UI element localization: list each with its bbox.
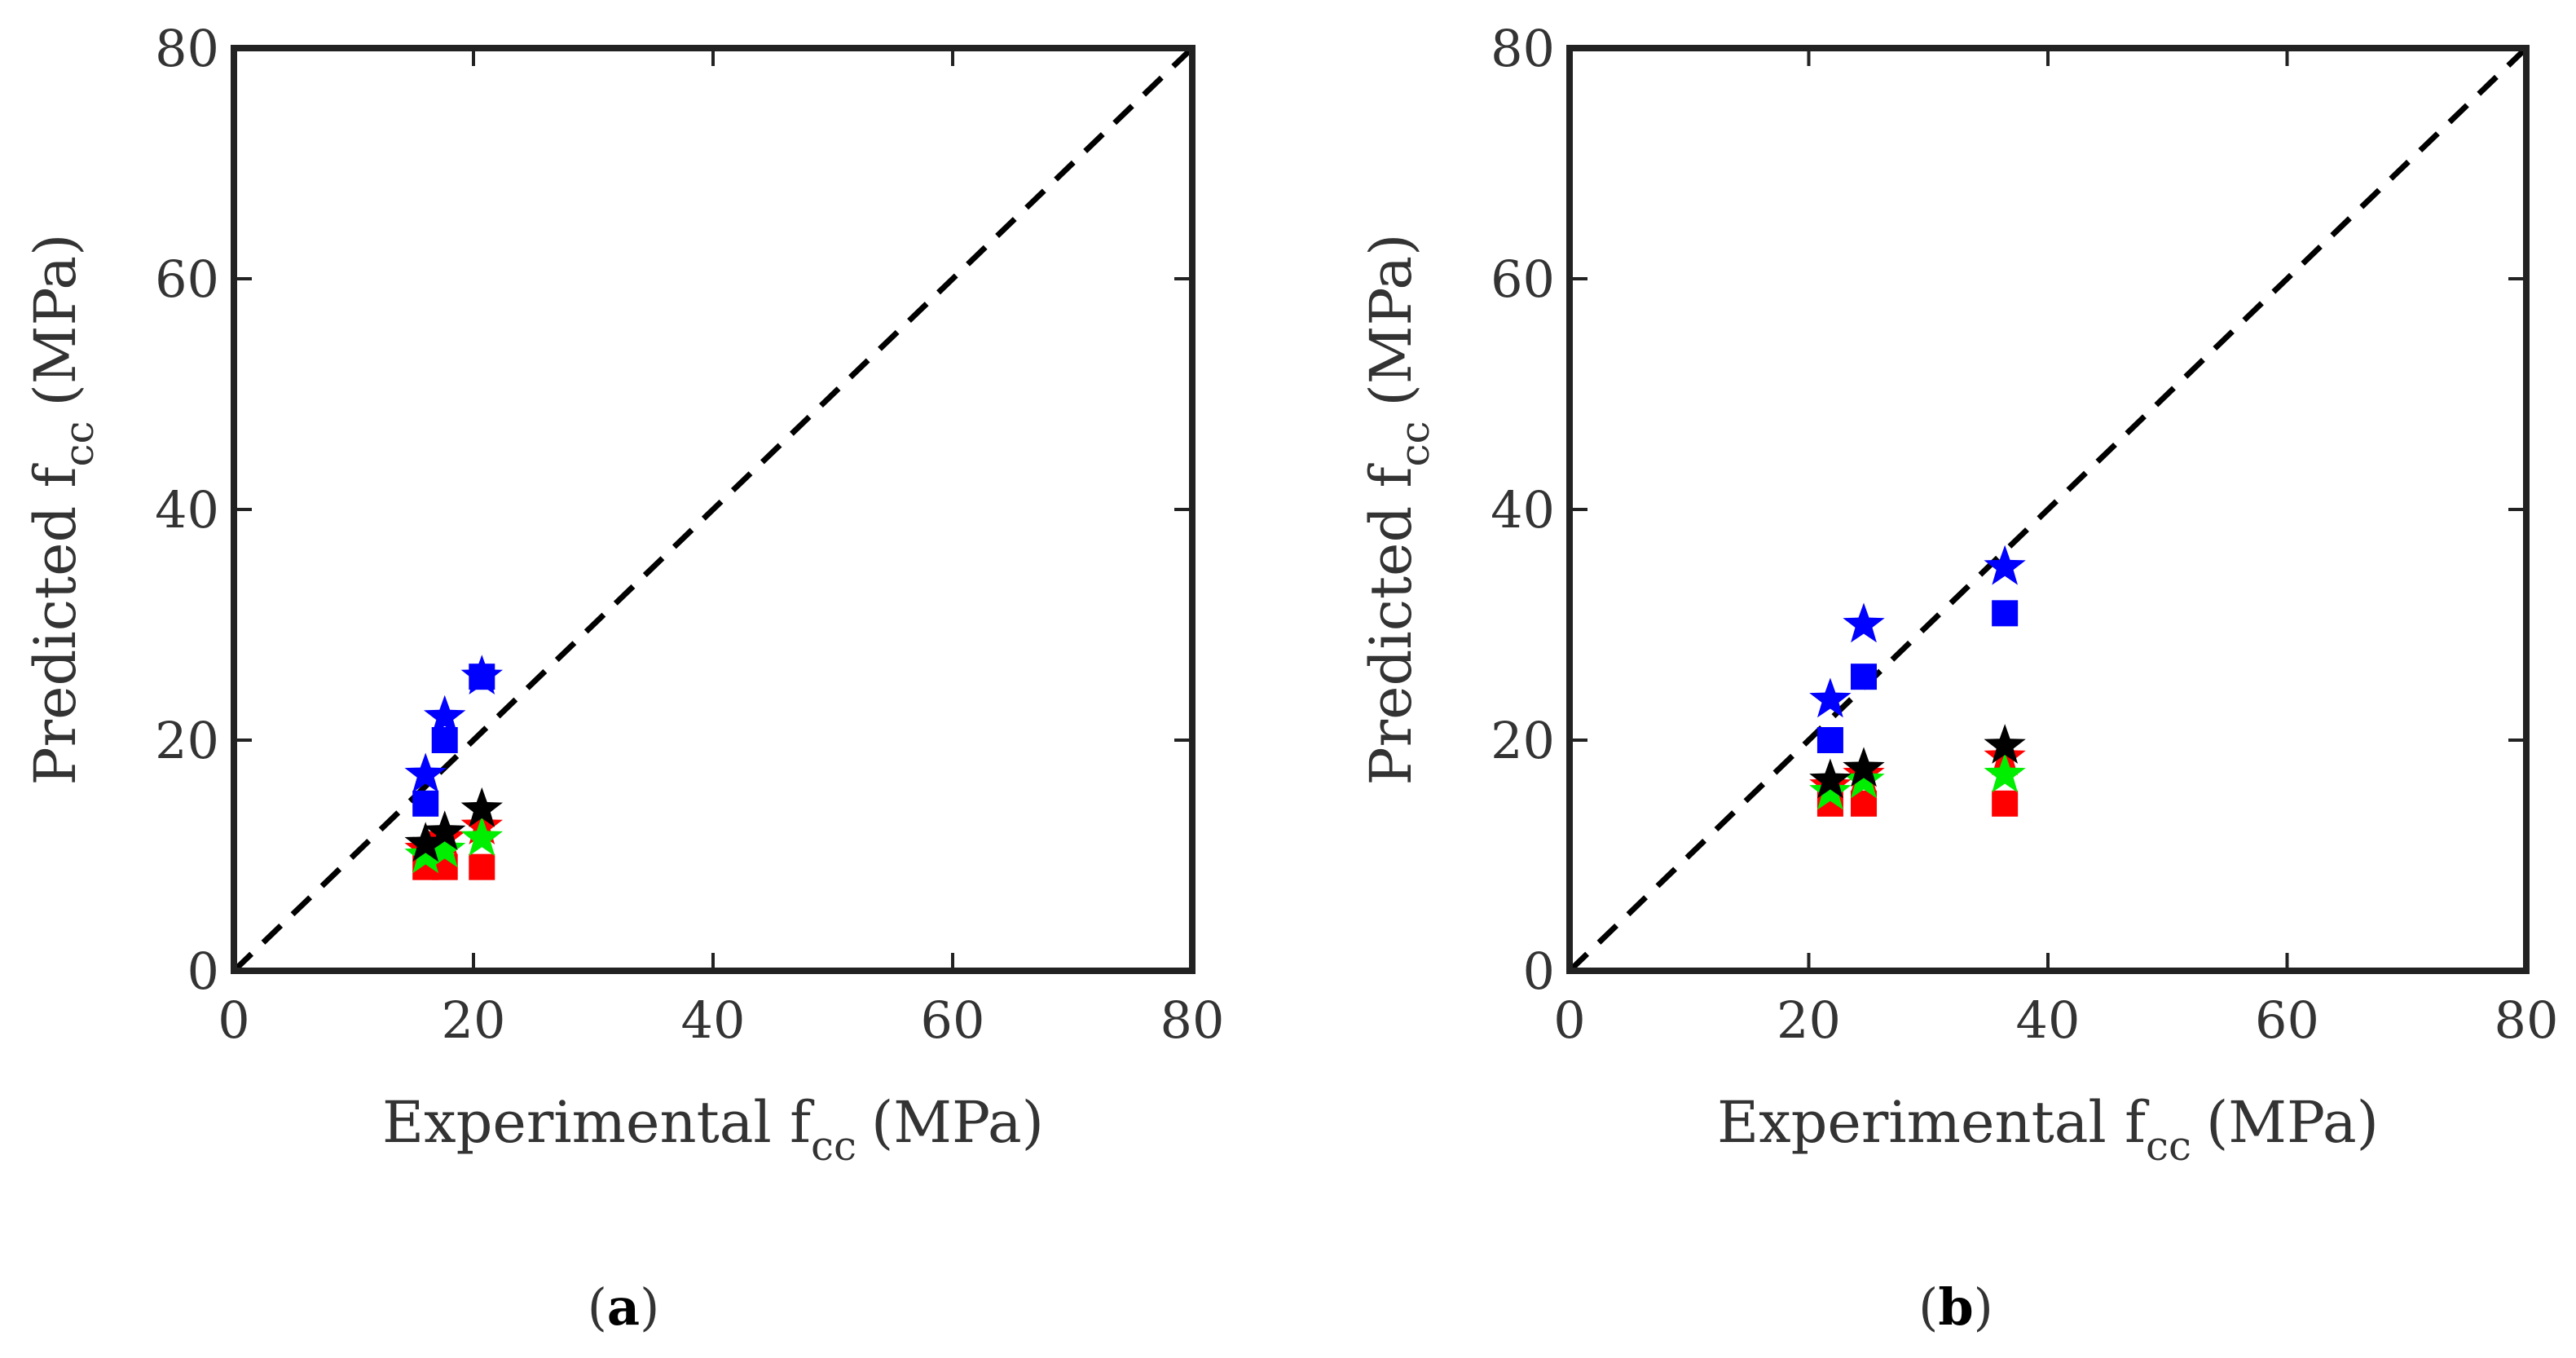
star-marker bbox=[460, 655, 503, 694]
square-marker bbox=[1816, 727, 1843, 753]
y-axis-label-subscript: cc bbox=[1391, 421, 1438, 467]
x-tick-label: 0 bbox=[218, 990, 249, 1050]
star-marker bbox=[1984, 545, 2026, 585]
y-axis-label: Predicted fcc (MPa) bbox=[22, 234, 103, 786]
x-axis-label-unit: (MPa) bbox=[871, 1089, 1044, 1156]
axes-frame bbox=[1566, 45, 2530, 974]
star-marker bbox=[1843, 758, 1885, 799]
x-axis-label-main: Experimental f bbox=[382, 1089, 815, 1156]
x-axis-label-unit: (MPa) bbox=[2206, 1089, 2379, 1156]
caption-open-paren: ( bbox=[588, 1277, 607, 1337]
y-axis-label-unit: (MPa) bbox=[22, 234, 89, 407]
y-tick-label: 0 bbox=[1523, 941, 1555, 1001]
star-marker bbox=[424, 694, 466, 735]
y-tick-label: 80 bbox=[1491, 19, 1555, 78]
star-marker bbox=[1843, 747, 1885, 787]
x-axis-label-subscript: cc bbox=[2146, 1122, 2191, 1170]
y-tick-label: 40 bbox=[155, 480, 219, 540]
y-tick-label: 40 bbox=[1491, 480, 1555, 540]
axes-frame bbox=[231, 45, 1196, 974]
square-marker bbox=[412, 790, 439, 817]
star-marker bbox=[460, 787, 503, 827]
y-tick-label: 60 bbox=[155, 249, 219, 309]
y-tick-label: 20 bbox=[1491, 711, 1555, 770]
caption-close-paren: ) bbox=[1974, 1277, 1993, 1337]
y-tick-label: 60 bbox=[1491, 249, 1555, 309]
star-marker bbox=[424, 827, 466, 868]
caption-open-paren: ( bbox=[1918, 1277, 1938, 1337]
x-axis-label: Experimental fcc (MPa) bbox=[382, 1089, 1044, 1170]
star-marker bbox=[404, 833, 447, 874]
square-marker bbox=[1851, 664, 1878, 690]
x-tick-label: 60 bbox=[921, 990, 985, 1050]
square-marker bbox=[469, 853, 495, 880]
star-marker bbox=[1843, 602, 1885, 643]
y-axis-label-main: Predicted f bbox=[1358, 462, 1425, 785]
star-marker bbox=[404, 822, 447, 862]
y-tick-label: 80 bbox=[155, 19, 219, 78]
caption-letter: a bbox=[607, 1277, 640, 1337]
x-axis-label-subscript: cc bbox=[811, 1122, 856, 1170]
star-marker bbox=[404, 752, 447, 793]
star-marker bbox=[1809, 677, 1852, 718]
reference-line bbox=[1567, 46, 2529, 973]
x-tick-label: 20 bbox=[442, 990, 506, 1050]
star-marker bbox=[460, 816, 503, 857]
reference-line bbox=[231, 46, 1195, 973]
y-axis-label: Predicted fcc (MPa) bbox=[1358, 234, 1438, 786]
y-axis-label-main: Predicted f bbox=[22, 462, 89, 785]
star-marker bbox=[424, 810, 466, 850]
x-tick-label: 60 bbox=[2255, 990, 2319, 1050]
x-tick-label: 40 bbox=[2016, 990, 2081, 1050]
star-marker bbox=[1984, 724, 2026, 764]
panel-caption: (a) bbox=[588, 1277, 660, 1337]
star-marker bbox=[1809, 758, 1852, 799]
x-axis-label: Experimental fcc (MPa) bbox=[1717, 1089, 2379, 1170]
caption-letter: b bbox=[1938, 1277, 1973, 1337]
square-marker bbox=[1992, 600, 2019, 627]
y-tick-label: 20 bbox=[155, 711, 219, 770]
caption-close-paren: ) bbox=[640, 1277, 659, 1337]
y-axis-label-unit: (MPa) bbox=[1358, 234, 1425, 407]
square-marker bbox=[1992, 790, 2019, 817]
star-marker bbox=[1984, 752, 2026, 793]
x-axis-label-main: Experimental f bbox=[1717, 1089, 2150, 1156]
x-tick-label: 0 bbox=[1553, 990, 1585, 1050]
x-tick-label: 20 bbox=[1777, 990, 1841, 1050]
x-tick-label: 80 bbox=[2495, 990, 2559, 1050]
x-tick-label: 40 bbox=[681, 990, 746, 1050]
panel-caption: (b) bbox=[1918, 1277, 1993, 1337]
y-axis-label-subscript: cc bbox=[55, 421, 103, 467]
x-tick-label: 80 bbox=[1160, 990, 1225, 1050]
star-marker bbox=[1809, 769, 1852, 810]
y-tick-label: 0 bbox=[187, 941, 219, 1001]
